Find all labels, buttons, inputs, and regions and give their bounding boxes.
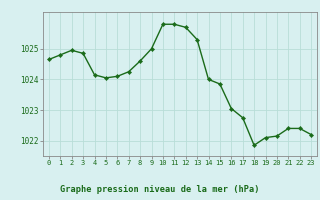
Text: Graphe pression niveau de la mer (hPa): Graphe pression niveau de la mer (hPa) bbox=[60, 186, 260, 194]
